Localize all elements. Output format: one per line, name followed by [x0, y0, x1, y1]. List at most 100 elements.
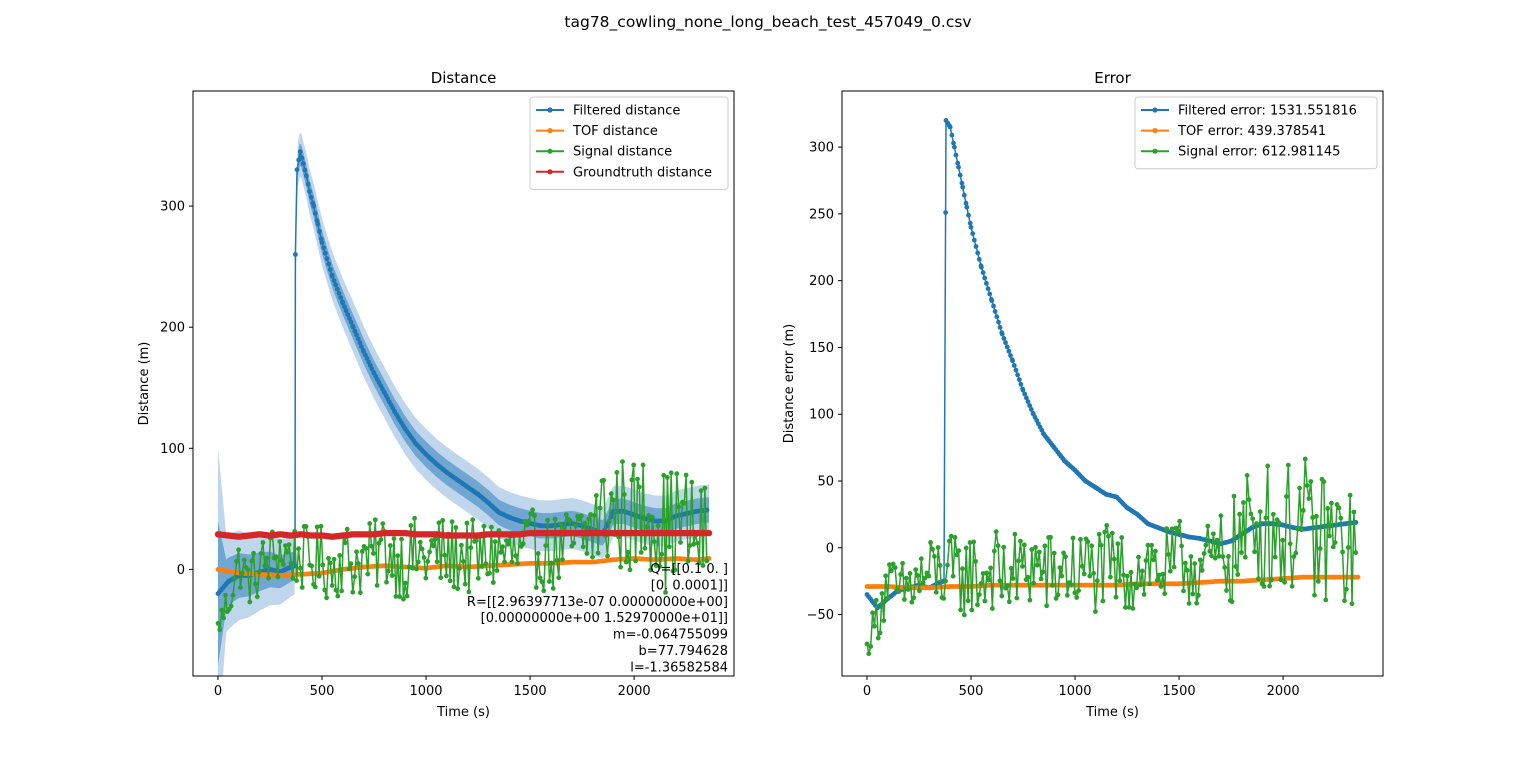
data-point: [1074, 595, 1080, 600]
data-point: [650, 514, 655, 520]
data-point: [505, 541, 511, 547]
data-point: [345, 312, 351, 317]
data-point: [999, 331, 1005, 337]
data-point: [623, 559, 629, 565]
parameter-annotation: Q=[[0.1 0. ][0. 0.0001]] R=[[2.96397713e-…: [467, 562, 728, 675]
data-point: [502, 559, 507, 565]
data-point: [875, 635, 881, 641]
data-point: [1138, 582, 1143, 588]
data-point: [251, 550, 256, 556]
axes-title: Error: [1094, 69, 1131, 87]
data-point: [489, 524, 494, 530]
data-point: [249, 558, 255, 564]
data-point: [389, 573, 395, 578]
data-point: [558, 521, 564, 527]
data-point: [1091, 570, 1096, 576]
data-point: [1263, 515, 1269, 521]
data-point: [293, 252, 298, 257]
data-point: [1109, 530, 1115, 536]
data-point: [1025, 574, 1031, 580]
data-point: [1015, 372, 1020, 378]
data-point: [590, 554, 595, 560]
x-tick-label: 0: [863, 684, 871, 699]
data-point: [1211, 531, 1216, 537]
data-point: [395, 553, 401, 559]
data-point: [326, 261, 332, 267]
data-point: [625, 549, 631, 555]
x-tick-label: 2000: [1267, 684, 1300, 699]
data-point: [618, 564, 623, 570]
data-point: [1134, 585, 1139, 591]
data-point: [948, 533, 954, 539]
axes-frame: [192, 90, 735, 677]
data-point: [284, 549, 290, 555]
data-point: [520, 541, 526, 547]
data-point: [1020, 387, 1026, 393]
data-point: [380, 521, 386, 526]
data-point: [1351, 509, 1357, 515]
data-point: [466, 589, 472, 595]
x-tick-label: 2000: [618, 684, 651, 699]
data-point: [949, 132, 955, 138]
data-point: [627, 567, 633, 573]
data-point: [262, 563, 268, 569]
data-point: [528, 511, 534, 517]
data-point: [1220, 554, 1226, 559]
data-point: [947, 124, 953, 130]
data-point: [937, 563, 943, 568]
data-point: [223, 592, 228, 598]
data-point: [490, 580, 496, 585]
data-point: [1205, 523, 1211, 529]
data-point: [1310, 515, 1316, 520]
data-point: [984, 570, 990, 576]
data-point: [1008, 565, 1014, 571]
data-point: [470, 517, 476, 523]
series-signal-error: [864, 456, 1359, 657]
data-point: [260, 540, 266, 545]
data-point: [1027, 403, 1033, 408]
data-point: [930, 546, 935, 552]
annotation-line: l=-1.36582584: [630, 660, 728, 675]
data-point: [1076, 588, 1081, 593]
data-point: [964, 204, 970, 210]
data-point: [580, 544, 586, 550]
data-point: [608, 491, 614, 496]
data-point: [294, 167, 300, 173]
data-point: [971, 539, 977, 545]
data-point: [595, 550, 601, 556]
data-point: [1006, 348, 1012, 354]
data-point: [256, 569, 262, 575]
data-point: [393, 594, 399, 599]
data-point: [363, 545, 369, 551]
data-point: [279, 558, 284, 564]
data-point: [1141, 592, 1147, 597]
data-point: [347, 316, 352, 321]
legend-label: Groundtruth distance: [573, 165, 712, 180]
data-point: [915, 573, 920, 578]
data-point: [1010, 358, 1015, 364]
data-point: [474, 537, 479, 543]
data-point: [348, 319, 354, 325]
data-point: [1257, 509, 1263, 515]
data-point: [1016, 377, 1022, 382]
data-point: [1081, 571, 1087, 577]
data-point: [1182, 560, 1188, 566]
y-tick-label: 100: [160, 442, 185, 457]
y-axis-label: Distance (m): [137, 342, 152, 426]
data-point: [571, 540, 577, 546]
data-point: [1171, 564, 1177, 570]
data-point: [573, 523, 579, 529]
data-point: [1330, 544, 1336, 550]
data-point: [331, 556, 337, 562]
data-point: [1272, 554, 1278, 560]
data-point: [1336, 505, 1342, 511]
data-point: [663, 590, 668, 595]
data-point: [253, 581, 258, 587]
data-point: [1226, 554, 1231, 559]
data-point: [872, 623, 877, 629]
data-point: [1153, 548, 1158, 554]
data-point: [547, 579, 552, 584]
data-point: [320, 562, 326, 568]
legend-label: Signal distance: [573, 145, 672, 160]
data-point: [1347, 492, 1353, 498]
